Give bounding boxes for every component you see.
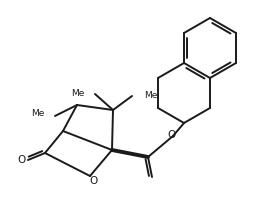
Text: O: O: [18, 155, 26, 165]
Text: O: O: [89, 176, 97, 186]
Text: Me: Me: [32, 109, 45, 118]
Text: Me: Me: [71, 88, 84, 97]
Text: Me: Me: [144, 91, 157, 99]
Text: O: O: [168, 130, 176, 140]
